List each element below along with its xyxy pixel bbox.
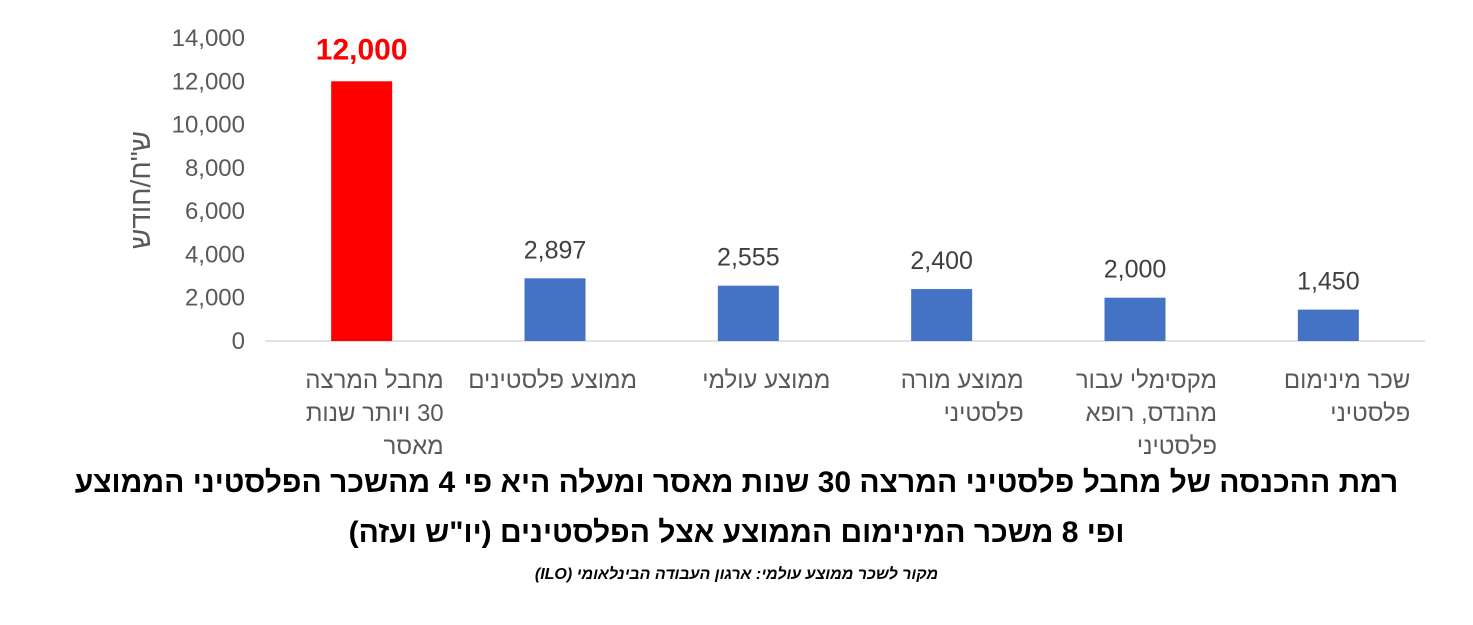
bar	[331, 81, 393, 342]
y-tick-label: 2,000	[185, 285, 245, 312]
data-label: 12,000	[316, 33, 408, 66]
y-tick-label: 12,000	[172, 68, 245, 95]
chart-title-line-1: רמת ההכנסה של מחבל פלסטיני המרצה 30 שנות…	[74, 466, 1399, 499]
bar	[911, 289, 973, 341]
category-label: ממוצע עולמי	[702, 367, 830, 394]
bar-chart: 0 2,000 4,000 6,000 8,000 10,000 12,000 14,000 ש…	[125, 25, 1425, 460]
bar	[717, 285, 779, 341]
category-label: מאסר	[384, 433, 444, 460]
category-label: ממוצע פלסטינים	[468, 367, 637, 394]
y-tick-label: 8,000	[185, 155, 245, 182]
category-label: פלסטיני	[1137, 433, 1217, 460]
category-label: פלסטיני	[1330, 400, 1410, 427]
data-label: 2,555	[717, 244, 780, 272]
source-note: מקור לשכר ממוצע עולמי: ארגון העבודה הבינ…	[534, 566, 939, 583]
category-label: מקסימלי עבור	[1076, 367, 1217, 394]
y-tick-label: 0	[232, 328, 245, 355]
category-label: ממוצע מורה	[901, 367, 1024, 394]
category-label: מהנדס, רופא	[1086, 400, 1217, 427]
category-label: 30 ויותר שנות	[306, 400, 444, 427]
y-tick-label: 4,000	[185, 241, 245, 268]
category-label: שכר מינימום	[1284, 367, 1410, 394]
bar	[524, 278, 586, 341]
bar	[1297, 309, 1359, 341]
y-tick-label: 6,000	[185, 198, 245, 225]
data-label: 2,400	[910, 247, 973, 275]
bar	[1104, 297, 1166, 341]
y-axis-label: ש"ח/חודש	[125, 131, 156, 249]
y-tick-label: 10,000	[172, 112, 245, 139]
data-label: 2,897	[524, 236, 587, 264]
y-tick-label: 14,000	[172, 25, 245, 52]
data-label: 1,450	[1297, 268, 1360, 296]
chart-title-line-2: ופי 8 משכר המינימום הממוצע אצל הפלסטינים…	[348, 516, 1125, 549]
data-label: 2,000	[1104, 256, 1167, 284]
category-label: מחבל המרצה	[305, 367, 443, 394]
category-label: פלסטיני	[944, 400, 1024, 427]
